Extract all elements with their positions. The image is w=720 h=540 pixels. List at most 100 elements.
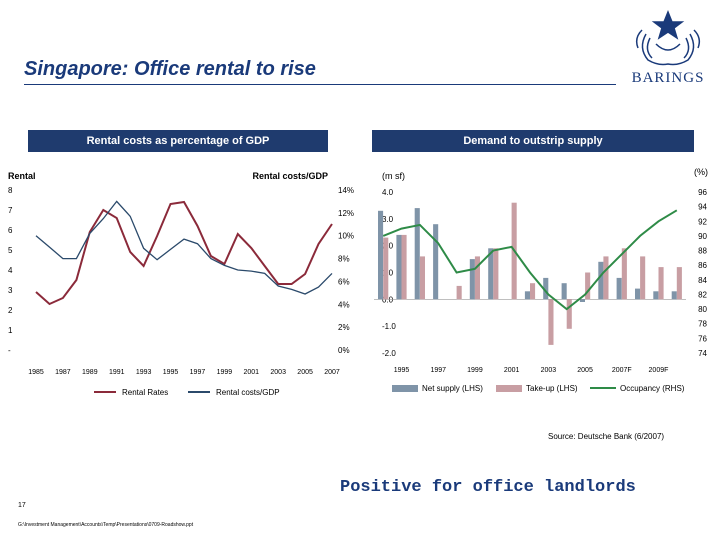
page-number: 17 [18, 502, 26, 509]
right-tick-label: 92 [698, 217, 707, 226]
barings-crest-icon [635, 9, 701, 66]
net-supply-bar [414, 208, 420, 300]
legend-label: Occupancy (RHS) [620, 384, 685, 393]
right-tick-label: 14% [338, 186, 354, 195]
take-up-bar [658, 267, 664, 300]
title-rule [24, 84, 616, 85]
x-tick-label: 2005 [577, 367, 593, 374]
left-tick-label: 2 [8, 306, 13, 315]
net-supply-bar [635, 288, 641, 300]
left-chart-banner: Rental costs as percentage of GDP [28, 130, 328, 152]
right-tick-label: 86 [698, 261, 707, 270]
x-tick-label: 1999 [217, 369, 233, 376]
x-tick-label: 1995 [394, 367, 410, 374]
x-tick-label: 1997 [430, 367, 446, 374]
right-tick-label: 80 [698, 305, 707, 314]
net-supply-bar [598, 261, 604, 300]
x-tick-label: 2005 [297, 369, 313, 376]
right-tick-label: 82 [698, 290, 707, 299]
take-up-bar [585, 272, 591, 300]
left-tick-label: 0.0 [382, 295, 394, 304]
right-tick-label: 94 [698, 203, 707, 212]
net-supply-bar [378, 210, 384, 300]
legend-label: Rental costs/GDP [216, 388, 280, 397]
take-up-bar [401, 234, 407, 300]
rental-rates-line [35, 200, 333, 306]
x-tick-label: 1997 [190, 369, 206, 376]
left-tick-label: 4.0 [382, 188, 394, 197]
right-axis-title: (%) [694, 167, 708, 177]
take-up-bar [383, 237, 389, 300]
tagline: Positive for office landlords [340, 478, 636, 497]
net-supply-bar [488, 248, 494, 300]
net-supply-bar [579, 299, 585, 302]
x-tick-label: 1999 [467, 367, 483, 374]
right-axis-title: Rental costs/GDP [252, 171, 328, 181]
right-chart-banner: Demand to outstrip supply [372, 130, 694, 152]
x-tick-label: 1993 [136, 369, 152, 376]
x-tick-label: 2001 [504, 367, 520, 374]
x-tick-label: 1995 [163, 369, 179, 376]
right-tick-label: 12% [338, 209, 354, 218]
source-note: Source: Deutsche Bank (6/2007) [548, 432, 665, 441]
right-tick-label: 4% [338, 300, 350, 309]
left-tick-label: 3.0 [382, 215, 394, 224]
take-up-bar [621, 248, 627, 300]
right-tick-label: 88 [698, 247, 707, 256]
take-up-bar [530, 283, 536, 300]
right-tick-label: 2% [338, 323, 350, 332]
take-up-bar [493, 248, 499, 300]
legend-swatch [392, 385, 418, 392]
left-tick-label: 3 [8, 286, 13, 295]
take-up-bar [676, 267, 682, 300]
legend-label: Rental Rates [122, 388, 168, 397]
net-supply-bar [524, 291, 530, 300]
x-tick-label: 2001 [243, 369, 259, 376]
take-up-bar [566, 299, 572, 329]
right-tick-label: 96 [698, 188, 707, 197]
occupancy-line [382, 209, 678, 311]
left-tick-label: 1 [8, 326, 13, 335]
x-tick-label: 1987 [55, 369, 71, 376]
x-tick-label: 1985 [28, 369, 44, 376]
right-tick-label: 74 [698, 349, 707, 358]
net-supply-bar [653, 291, 659, 300]
right-tick-label: 90 [698, 232, 707, 241]
left-tick-label: 8 [8, 186, 13, 195]
left-tick-label: 4 [8, 266, 13, 275]
left-tick-label: -2.0 [382, 349, 396, 358]
x-tick-label: 1991 [109, 369, 125, 376]
brand-wordmark: BARINGS [631, 70, 705, 86]
net-supply-bar [543, 277, 549, 300]
right-tick-label: 0% [338, 346, 350, 355]
x-tick-label: 2007 [324, 369, 340, 376]
right-tick-label: 84 [698, 276, 707, 285]
right-tick-label: 6% [338, 277, 350, 286]
take-up-bar [474, 256, 480, 300]
page-title: Singapore: Office rental to rise [24, 58, 316, 80]
net-supply-bar [671, 291, 677, 300]
legend-swatch [496, 385, 522, 392]
legend-label: Take-up (LHS) [526, 384, 578, 393]
left-tick-label: 7 [8, 206, 13, 215]
x-tick-label: 2003 [541, 367, 557, 374]
take-up-bar [456, 285, 462, 300]
x-tick-label: 1989 [82, 369, 98, 376]
left-axis-title: (m sf) [382, 171, 405, 181]
rental-gdp-line [35, 200, 333, 295]
left-tick-label: 5 [8, 246, 13, 255]
right-tick-label: 10% [338, 232, 354, 241]
net-supply-bar [433, 224, 439, 300]
left-tick-label: -1.0 [382, 322, 396, 331]
x-tick-label: 2009F [649, 367, 669, 374]
legend-label: Net supply (LHS) [422, 384, 483, 393]
take-up-bar [603, 256, 609, 300]
x-tick-label: 2007F [612, 367, 632, 374]
file-path: G:\Investment Management\Accounts\Temp\P… [18, 522, 194, 528]
left-tick-label: 6 [8, 226, 13, 235]
left-axis-title: Rental [8, 171, 36, 181]
right-tick-label: 76 [698, 334, 707, 343]
net-supply-bar [616, 277, 622, 300]
net-supply-bar [561, 283, 567, 300]
net-supply-bar [396, 234, 402, 300]
